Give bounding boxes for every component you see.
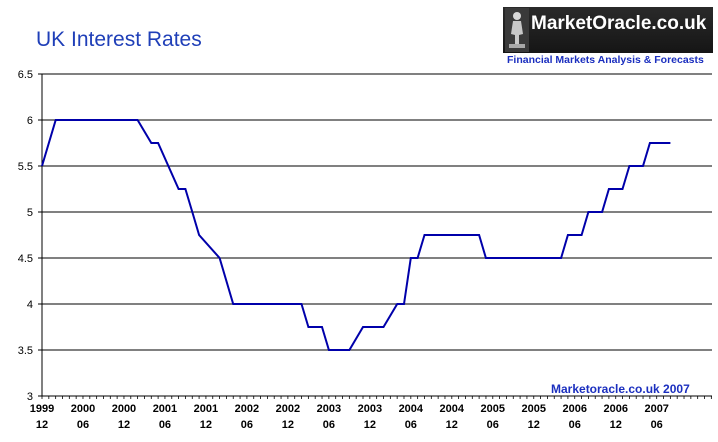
x-tick-month-label: 06 (77, 419, 89, 431)
x-tick-year-label: 2002 (235, 403, 259, 415)
x-tick-month-label: 12 (200, 419, 212, 431)
x-tick-year-label: 2005 (481, 403, 505, 415)
y-tick-label: 5 (27, 207, 33, 219)
x-tick-month-label: 12 (282, 419, 294, 431)
y-tick-labels: 3 3.5 4 4.5 5 5.5 6 6.5 (18, 69, 33, 403)
x-tick-month-label: 06 (487, 419, 499, 431)
x-tick-month-label: 06 (159, 419, 171, 431)
x-tick-month-label: 12 (446, 419, 458, 431)
y-tick-label: 5.5 (18, 161, 33, 173)
y-tick-label: 6.5 (18, 69, 33, 81)
x-tick-month-label: 12 (36, 419, 48, 431)
x-tick-year-label: 2001 (194, 403, 218, 415)
x-tick-month-label: 12 (610, 419, 622, 431)
grid-lines (42, 73, 712, 351)
y-tick-label: 4.5 (18, 253, 33, 265)
x-tick-year-label: 2006 (562, 403, 586, 415)
x-tick-year-label: 2002 (276, 403, 300, 415)
x-tick-month-label: 06 (651, 419, 663, 431)
x-tick-year-label: 2001 (153, 403, 177, 415)
x-tick-month-label: 06 (569, 419, 581, 431)
x-tick-month-label: 12 (364, 419, 376, 431)
x-tick-year-label: 2006 (603, 403, 627, 415)
axes (38, 73, 712, 399)
x-tick-month-label: 06 (405, 419, 417, 431)
series-layer (41, 119, 671, 351)
chart-title: UK Interest Rates (36, 28, 202, 51)
x-tick-year-label: 2000 (112, 403, 136, 415)
logo-tagline: Financial Markets Analysis & Forecasts (507, 54, 704, 66)
logo-background (503, 7, 713, 53)
y-tick-label: 3 (27, 391, 33, 403)
chart-annotation: Marketoracle.co.uk 2007 (551, 382, 690, 396)
x-tick-year-label: 2000 (71, 403, 95, 415)
x-tick-month-label: 12 (118, 419, 130, 431)
series-line (41, 119, 671, 351)
x-tick-year-label: 2003 (358, 403, 382, 415)
x-tick-year-label: 2003 (317, 403, 341, 415)
x-tick-month-label: 06 (241, 419, 253, 431)
site-logo[interactable]: MarketOracle.co.uk (503, 7, 713, 53)
x-tick-month-label: 06 (323, 419, 335, 431)
x-tick-year-label: 2007 (644, 403, 668, 415)
x-tick-year-label: 2005 (522, 403, 546, 415)
x-tick-year-label: 2004 (440, 403, 465, 415)
x-tick-year-label: 1999 (30, 403, 54, 415)
x-tick-month-label: 12 (528, 419, 540, 431)
seated-figure-icon (505, 8, 529, 52)
y-tick-label: 6 (27, 115, 33, 127)
y-tick-label: 4 (27, 299, 33, 311)
x-tick-year-label: 2004 (399, 403, 424, 415)
y-tick-label: 3.5 (18, 345, 33, 357)
x-tick-labels: 1999 12 2000 06 2000 12 2001 06 2001 12 2002 06 2002… (30, 403, 669, 431)
logo-name: MarketOracle.co.uk (531, 13, 707, 34)
